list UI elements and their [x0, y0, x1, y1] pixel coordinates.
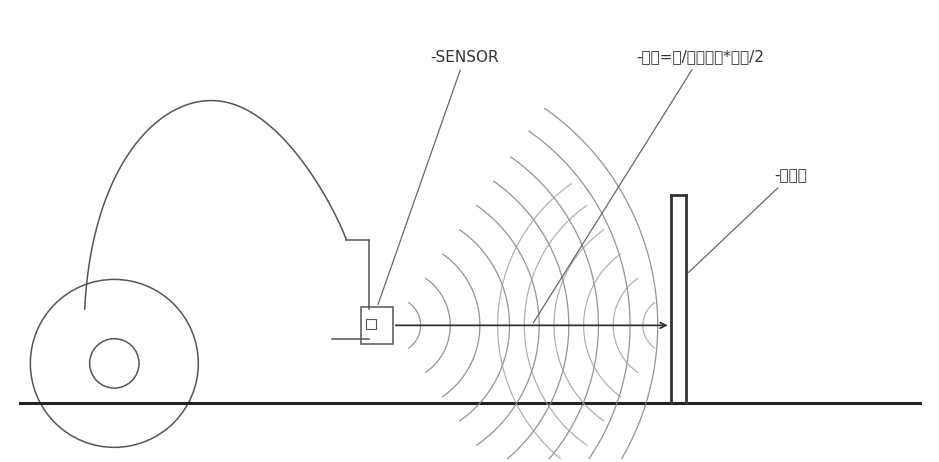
- Text: -SENSOR: -SENSOR: [378, 49, 500, 304]
- Bar: [362, 307, 393, 344]
- Text: -障碍物: -障碍物: [688, 168, 808, 273]
- Text: -距离=发/收之时差*音速/2: -距离=发/收之时差*音速/2: [533, 49, 763, 323]
- Bar: [366, 319, 377, 329]
